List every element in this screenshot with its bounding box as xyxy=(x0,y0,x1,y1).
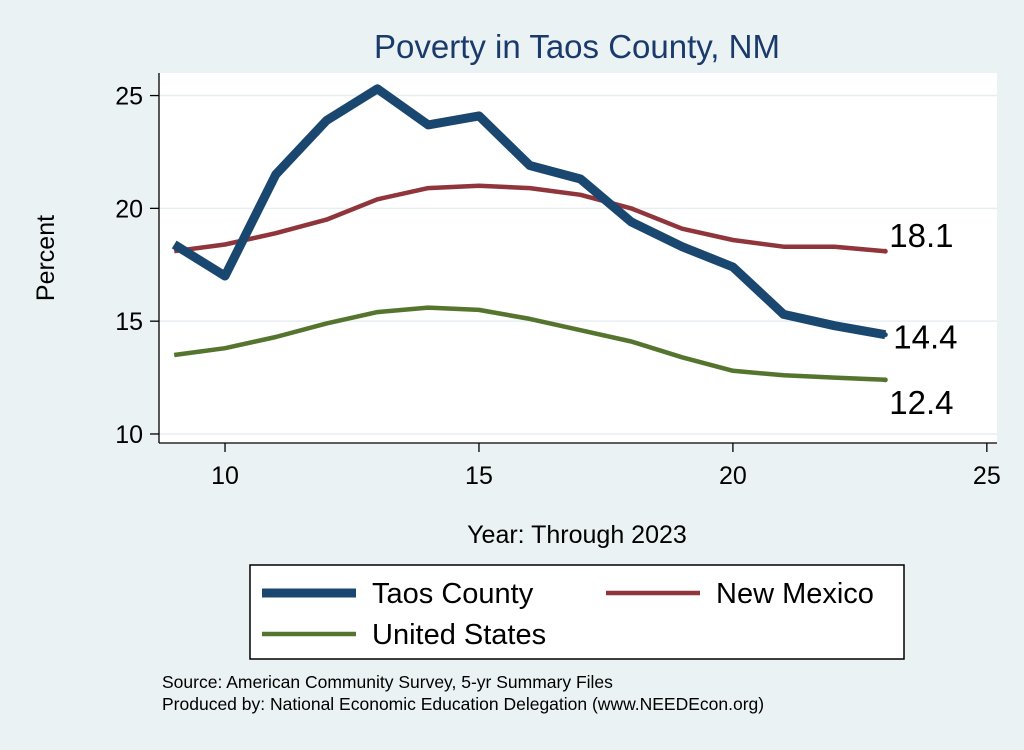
legend-label-taos: Taos County xyxy=(372,578,534,610)
grid-lines xyxy=(159,94,997,435)
x-axis-title: Year: Through 2023 xyxy=(467,521,687,549)
series-lines xyxy=(171,84,888,383)
axes: 10 15 20 25 10 15 20 25 xyxy=(115,73,1001,490)
series-end-point-new-mexico xyxy=(882,248,888,254)
y-axis-title: Percent xyxy=(32,215,60,301)
series-line-new-mexico xyxy=(173,183,886,254)
series-end-point-united-states xyxy=(882,377,888,383)
series-line-taos xyxy=(171,84,887,340)
legend-label-new-mexico: New Mexico xyxy=(716,578,874,610)
produced-by-note: Produced by: National Economic Education… xyxy=(162,694,764,714)
end-label-united-states: 12.4 xyxy=(889,384,953,421)
x-tick-label-25: 25 xyxy=(973,462,1001,490)
x-tick-label-20: 20 xyxy=(719,462,747,490)
legend-box xyxy=(249,564,905,660)
legend-label-united-states: United States xyxy=(372,619,546,651)
source-note: Source: American Community Survey, 5-yr … xyxy=(162,672,613,692)
chart-title: Poverty in Taos County, NM xyxy=(374,28,780,65)
legend: Taos County New Mexico United States xyxy=(249,564,905,660)
y-tick-label-15: 15 xyxy=(115,308,143,336)
y-tick-label-10: 10 xyxy=(115,421,143,449)
y-tick-label-25: 25 xyxy=(115,83,143,111)
end-label-new-mexico: 18.1 xyxy=(889,217,953,254)
x-tick-label-10: 10 xyxy=(211,462,239,490)
series-end-point-taos xyxy=(882,332,888,338)
end-labels: 14.4 18.1 12.4 xyxy=(889,217,957,421)
series-line-united-states xyxy=(173,305,886,383)
x-tick-label-15: 15 xyxy=(465,462,493,490)
end-label-taos: 14.4 xyxy=(893,319,957,356)
plot-area xyxy=(159,73,997,443)
y-tick-label-20: 20 xyxy=(115,195,143,223)
